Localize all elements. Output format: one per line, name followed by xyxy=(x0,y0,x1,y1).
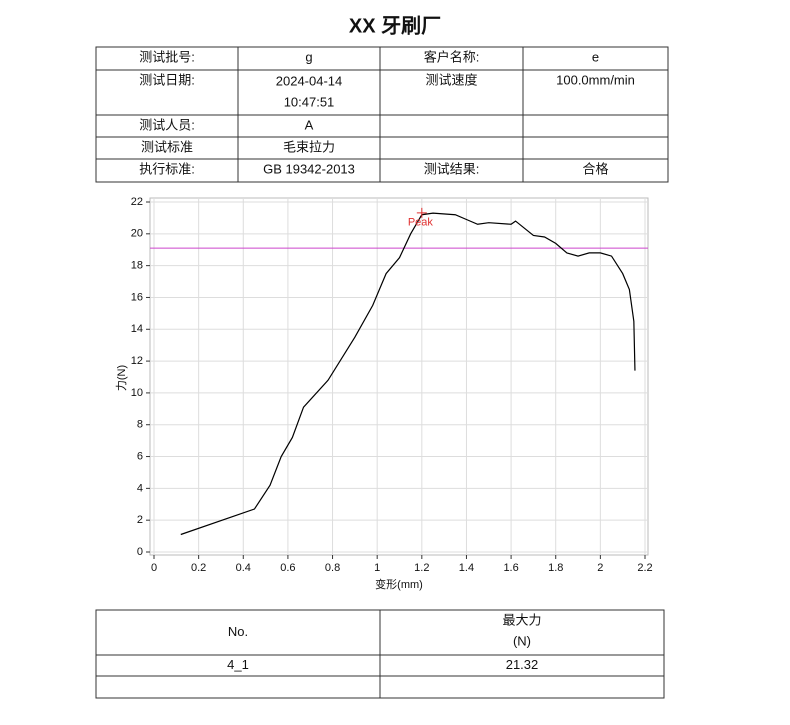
title: XX 牙刷厂 xyxy=(349,14,441,37)
cell-text: GB 19342-2013 xyxy=(263,161,355,176)
x-tick-label: 1.4 xyxy=(459,562,474,574)
table-cell xyxy=(95,675,381,699)
table-cell xyxy=(522,114,669,138)
cell-text: 测试日期: xyxy=(139,72,195,87)
cell-text: A xyxy=(305,117,314,132)
cell-text: 毛束拉力 xyxy=(283,139,335,154)
x-tick-label: 1.8 xyxy=(548,562,563,574)
peak-marker xyxy=(416,207,427,218)
table-cell xyxy=(379,136,524,160)
cell-text: g xyxy=(305,49,312,64)
cell-text: 执行标准: xyxy=(139,161,195,176)
x-tick-label: 0.8 xyxy=(325,562,340,574)
y-tick-label: 22 xyxy=(131,196,143,208)
cell-text: 测试结果: xyxy=(424,161,480,176)
x-tick-label: 2.2 xyxy=(637,562,652,574)
x-tick-label: 0.2 xyxy=(191,562,206,574)
x-axis-label: 变形(mm) xyxy=(375,577,423,591)
x-tick-label: 2 xyxy=(597,562,603,574)
table-cell xyxy=(522,158,669,183)
y-tick-label: 18 xyxy=(131,260,143,272)
table-cell xyxy=(522,136,669,160)
y-tick-label: 20 xyxy=(131,228,143,240)
cell-text: 4_1 xyxy=(227,657,249,672)
cell-text: 10:47:51 xyxy=(284,94,335,109)
x-tick-label: 0 xyxy=(151,562,157,574)
y-tick-label: 2 xyxy=(137,514,143,526)
cell-text: (N) xyxy=(513,633,531,648)
cell-text: No. xyxy=(228,624,248,639)
x-tick-label: 0.6 xyxy=(280,562,295,574)
cell-text: 客户名称: xyxy=(424,49,480,64)
cell-text: 21.32 xyxy=(506,657,539,672)
x-tick-label: 1.2 xyxy=(414,562,429,574)
cell-text: 测试人员: xyxy=(139,117,195,132)
y-tick-label: 6 xyxy=(137,450,143,462)
table-cell xyxy=(379,114,524,138)
cell-text: 测试批号: xyxy=(139,49,195,64)
peak-label: Peak xyxy=(408,217,434,229)
x-tick-label: 1.6 xyxy=(503,562,518,574)
cell-text: 合格 xyxy=(582,161,608,176)
cell-text: 100.0mm/min xyxy=(556,72,635,87)
y-tick-label: 8 xyxy=(137,419,143,431)
cell-text: e xyxy=(592,49,599,64)
y-tick-label: 0 xyxy=(137,546,143,558)
data-line xyxy=(180,212,636,536)
y-tick-label: 16 xyxy=(131,291,143,303)
x-tick-label: 1 xyxy=(374,562,380,574)
cell-text: 测试速度 xyxy=(425,72,477,87)
cell-text: 测试标准 xyxy=(141,139,193,154)
y-axis-label: 力(N) xyxy=(115,365,128,391)
x-tick-label: 0.4 xyxy=(236,562,251,574)
plot-frame xyxy=(149,197,649,556)
y-tick-label: 10 xyxy=(131,387,143,399)
table-cell xyxy=(379,675,665,699)
cell-text: 最大力 xyxy=(502,612,541,627)
y-tick-label: 4 xyxy=(137,482,143,494)
y-tick-label: 12 xyxy=(131,355,143,367)
y-tick-label: 14 xyxy=(131,323,143,335)
cell-text: 2024-04-14 xyxy=(276,73,343,88)
